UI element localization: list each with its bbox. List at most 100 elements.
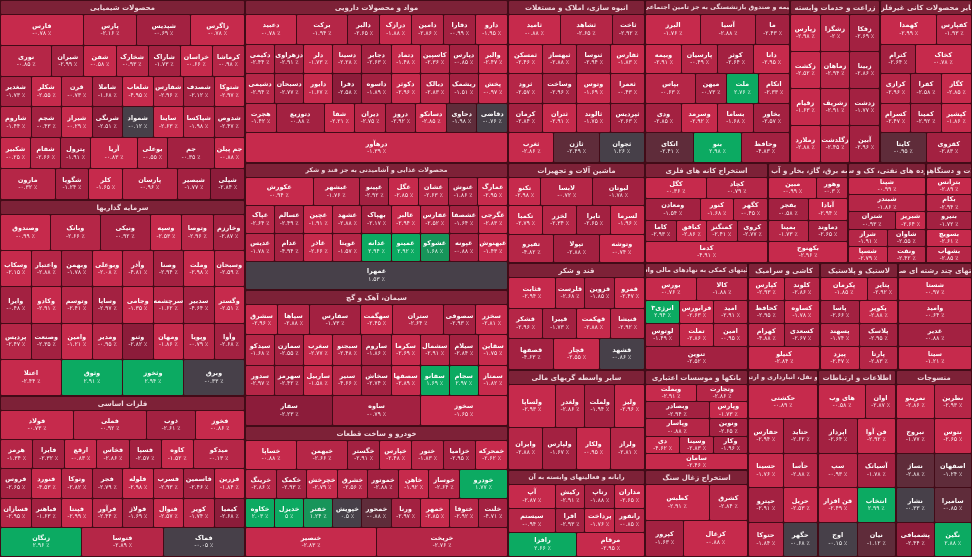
stock-tile[interactable]: رافزا ۲.۶۶ ٪ — [509, 533, 576, 556]
stock-tile[interactable]: کویر -۱.۷۴ ٪ — [184, 498, 214, 527]
stock-tile[interactable]: قزوین -۱.۸۵ ٪ — [585, 278, 615, 308]
stock-tile[interactable]: غالبر -۲.۹۴ ٪ — [391, 206, 420, 233]
stock-tile[interactable]: خکاوه ۲.۰۳ ٪ — [246, 499, 275, 527]
stock-tile[interactable]: کرماشا -۰.۹۸ ٪ — [212, 45, 244, 76]
stock-tile[interactable]: شراز -۱.۹۱ ٪ — [849, 229, 887, 246]
stock-tile[interactable]: کمینا -۲.۹۲ ٪ — [911, 103, 941, 133]
stock-tile[interactable]: پاسا -۲.۶۶ ٪ — [821, 301, 859, 323]
stock-tile[interactable]: شبصیر -۱.۷۷ ٪ — [177, 169, 211, 199]
stock-tile[interactable]: کمنگنز -۲.۴۱ ٪ — [707, 220, 737, 241]
stock-tile[interactable]: سمازن -۲.۵۵ ٪ — [275, 335, 304, 365]
stock-tile[interactable]: سفار -۲.۲۳ ٪ — [246, 395, 333, 425]
stock-tile[interactable]: کلر -۱.۶۵ ٪ — [89, 169, 122, 199]
stock-tile[interactable]: لسرما -۱.۹۶ ٪ — [611, 206, 644, 234]
stock-tile[interactable]: وخارزم -۲.۸۷ ٪ — [213, 215, 244, 251]
stock-tile[interactable]: وتوسم -۲.۴۱ ٪ — [62, 287, 92, 323]
stock-tile[interactable]: سدور -۲.۹۷ ٪ — [246, 365, 275, 395]
stock-tile[interactable]: دجابر -۲.۶۳ ٪ — [362, 44, 391, 74]
stock-tile[interactable]: دسبحان -۲.۷۷ ٪ — [275, 74, 304, 103]
stock-tile[interactable]: کزغال -۰.۸۸ ٪ — [684, 521, 747, 556]
stock-tile[interactable]: انتخاب ۲.۹۹ ٪ — [857, 488, 895, 522]
stock-tile[interactable]: کرمان -۲.۸۴ ٪ — [509, 103, 542, 133]
stock-tile[interactable]: کپرور -۱.۶۳ ٪ — [646, 521, 684, 556]
stock-tile[interactable]: درازک -۱.۸۸ ٪ — [380, 15, 411, 44]
stock-tile[interactable]: نمرینو -۲.۸۶ ٪ — [897, 385, 934, 419]
stock-tile[interactable]: زملارد -۲.۸۸ ٪ — [791, 126, 820, 162]
stock-tile[interactable]: زماهان -۲.۹۴ ٪ — [820, 52, 850, 88]
stock-tile[interactable]: حگهر -۰.۶۸ ٪ — [783, 522, 817, 556]
stock-tile[interactable]: تکمبا -۲.۷۹ ٪ — [509, 206, 542, 234]
stock-tile[interactable]: سصفها -۲.۸۹ ٪ — [391, 365, 420, 395]
stock-tile[interactable]: پلاسک -۲.۹۵ ٪ — [859, 324, 897, 346]
stock-tile[interactable]: پخش -۰.۹۷ ٪ — [478, 74, 507, 103]
stock-tile[interactable]: قرن -۰.۷۳ ٪ — [62, 76, 92, 107]
stock-tile[interactable]: ساینا -۲.۶۳ ٪ — [153, 107, 183, 138]
stock-tile[interactable]: کلوند -۲.۸۶ ٪ — [784, 278, 819, 300]
stock-tile[interactable]: تایرا -۲.۶۵ ٪ — [577, 206, 610, 234]
stock-tile[interactable]: شتران -۰.۹۳ ٪ — [849, 212, 895, 229]
stock-tile[interactable]: بشهاب -۲.۸۵ ٪ — [927, 246, 971, 262]
stock-tile[interactable]: ارفع -۰.۸۳ ٪ — [65, 440, 97, 469]
stock-tile[interactable]: تملت -۲.۸۶ ٪ — [680, 324, 713, 346]
stock-tile[interactable]: مرقام -۲.۹۵ ٪ — [577, 533, 644, 556]
stock-tile[interactable]: دکوثر -۲.۹۶ ٪ — [391, 74, 420, 103]
stock-tile[interactable]: کاما -۲.۹۳ ٪ — [646, 220, 676, 241]
stock-tile[interactable]: سفانو ۱.۶۹ ٪ — [420, 365, 449, 395]
stock-tile[interactable]: غاذر -۲.۶۶ ٪ — [304, 234, 333, 261]
stock-tile[interactable]: غدیس -۱.۷۸ ٪ — [246, 234, 275, 261]
stock-tile[interactable]: فاسمین -۲.۴۶ ٪ — [184, 469, 214, 498]
stock-tile[interactable]: ساوه -۰.۷۹ ٪ — [333, 395, 420, 425]
stock-tile[interactable]: وثنو -۲.۸۲ ٪ — [123, 323, 153, 359]
stock-tile[interactable]: ولراز -۲.۸۱ ٪ — [611, 427, 644, 469]
stock-tile[interactable]: زشگزا -۲ ٪ — [820, 15, 850, 51]
stock-tile[interactable]: شاروم -۱.۴۴ ٪ — [1, 107, 31, 138]
stock-tile[interactable]: بفجر -۰.۵۸ ٪ — [769, 199, 808, 220]
stock-tile[interactable]: خبهمن -۲.۶۶ ٪ — [297, 441, 347, 469]
stock-tile[interactable]: ریشمک -۱.۵۱ ٪ — [449, 74, 478, 103]
stock-tile[interactable]: فماک -۰.۰۵ ٪ — [163, 527, 244, 556]
stock-tile[interactable]: کروی -۲.۷۷ ٪ — [737, 220, 767, 241]
stock-tile[interactable]: وتجارت -۲.۸۶ ٪ — [697, 385, 747, 402]
stock-tile[interactable]: وساپا -۲.۹۷ ٪ — [92, 287, 122, 323]
stock-tile[interactable]: شکبیر -۰.۲۵ ٪ — [1, 138, 30, 169]
stock-tile[interactable]: خنصیر -۲.۸۳ ٪ — [246, 528, 376, 556]
stock-tile[interactable]: شفام -۲.۶۶ ٪ — [31, 138, 60, 169]
stock-tile[interactable]: آسیاتک -۱.۷۸ ٪ — [857, 453, 895, 488]
stock-tile[interactable]: نتوس -۲.۶۵ ٪ — [934, 419, 971, 453]
stock-tile[interactable]: فخاس -۲.۸۶ ٪ — [97, 440, 129, 469]
stock-tile[interactable]: سشرق -۲.۹۶ ٪ — [246, 305, 277, 335]
stock-tile[interactable]: حفارس -۲.۹۴ ٪ — [749, 419, 783, 453]
stock-tile[interactable]: کحافظ -۲.۹۵ ٪ — [749, 301, 784, 323]
stock-tile[interactable]: خچرخش -۲.۷۹ ٪ — [307, 470, 337, 498]
stock-tile[interactable]: کچاد -۰.۷۹ ٪ — [707, 178, 767, 199]
stock-tile[interactable]: وگستر -۲.۵۱ ٪ — [214, 287, 244, 323]
stock-tile[interactable]: لبوتان -۱.۷۸ ٪ — [593, 178, 644, 206]
stock-tile[interactable]: ثفارس -۱.۸۳ ٪ — [611, 44, 644, 74]
stock-tile[interactable]: بسویچ -۲.۶۱ ٪ — [927, 229, 971, 246]
stock-tile[interactable]: سشمال -۲.۹۱ ٪ — [420, 335, 449, 365]
stock-tile[interactable]: ثشاهد -۲.۶۵ ٪ — [560, 15, 612, 44]
stock-tile[interactable]: دتوزیع -۰.۸۸ ٪ — [276, 103, 324, 133]
stock-tile[interactable]: سکرما -۲.۶۹ ٪ — [391, 335, 420, 365]
stock-tile[interactable]: ولیز -۲.۹۶ ٪ — [615, 385, 644, 427]
stock-tile[interactable]: ثنوسا -۲.۹۴ ٪ — [577, 44, 610, 74]
stock-tile[interactable]: شاراک -۱.۷۳ ٪ — [148, 45, 180, 76]
stock-tile[interactable]: شپنا -۰.۹۹ ٪ — [849, 178, 925, 195]
stock-tile[interactable]: کاوه -۱.۵۲ ٪ — [161, 440, 193, 469]
stock-tile[interactable]: بورس -۰.۷۶ ٪ — [646, 278, 696, 300]
stock-tile[interactable]: فولاژ -۱.۶۹ ٪ — [123, 498, 153, 527]
stock-tile[interactable]: شپاکسا -۱.۹۸ ٪ — [184, 107, 214, 138]
stock-tile[interactable]: کفرا -۲.۵۸ ٪ — [911, 74, 941, 103]
stock-tile[interactable]: واعتبار -۲.۸۸ ٪ — [31, 251, 61, 287]
stock-tile[interactable]: خپویش ۰.۵ ٪ — [333, 499, 362, 527]
stock-tile[interactable]: حریل -۲.۵۳ ٪ — [783, 488, 817, 522]
stock-tile[interactable]: آپ -۲.۸۷ ٪ — [509, 485, 555, 508]
stock-tile[interactable]: خزامیا -۲.۹۵ ٪ — [444, 441, 475, 469]
stock-tile[interactable]: خراسان -۰.۶۶ ٪ — [180, 45, 212, 76]
stock-tile[interactable]: سفارس -۱.۷۳ ٪ — [310, 305, 360, 335]
stock-tile[interactable]: والبر -۲.۴۷ ٪ — [478, 44, 507, 74]
stock-tile[interactable]: فپنتا -۲.۹۹ ٪ — [62, 498, 92, 527]
stock-tile[interactable]: فروس -۲.۶۵ ٪ — [1, 469, 31, 498]
stock-tile[interactable]: بپاس -۰.۶۳ ٪ — [646, 74, 695, 103]
stock-tile[interactable]: وبانک -۲.۶۶ ٪ — [50, 215, 100, 251]
